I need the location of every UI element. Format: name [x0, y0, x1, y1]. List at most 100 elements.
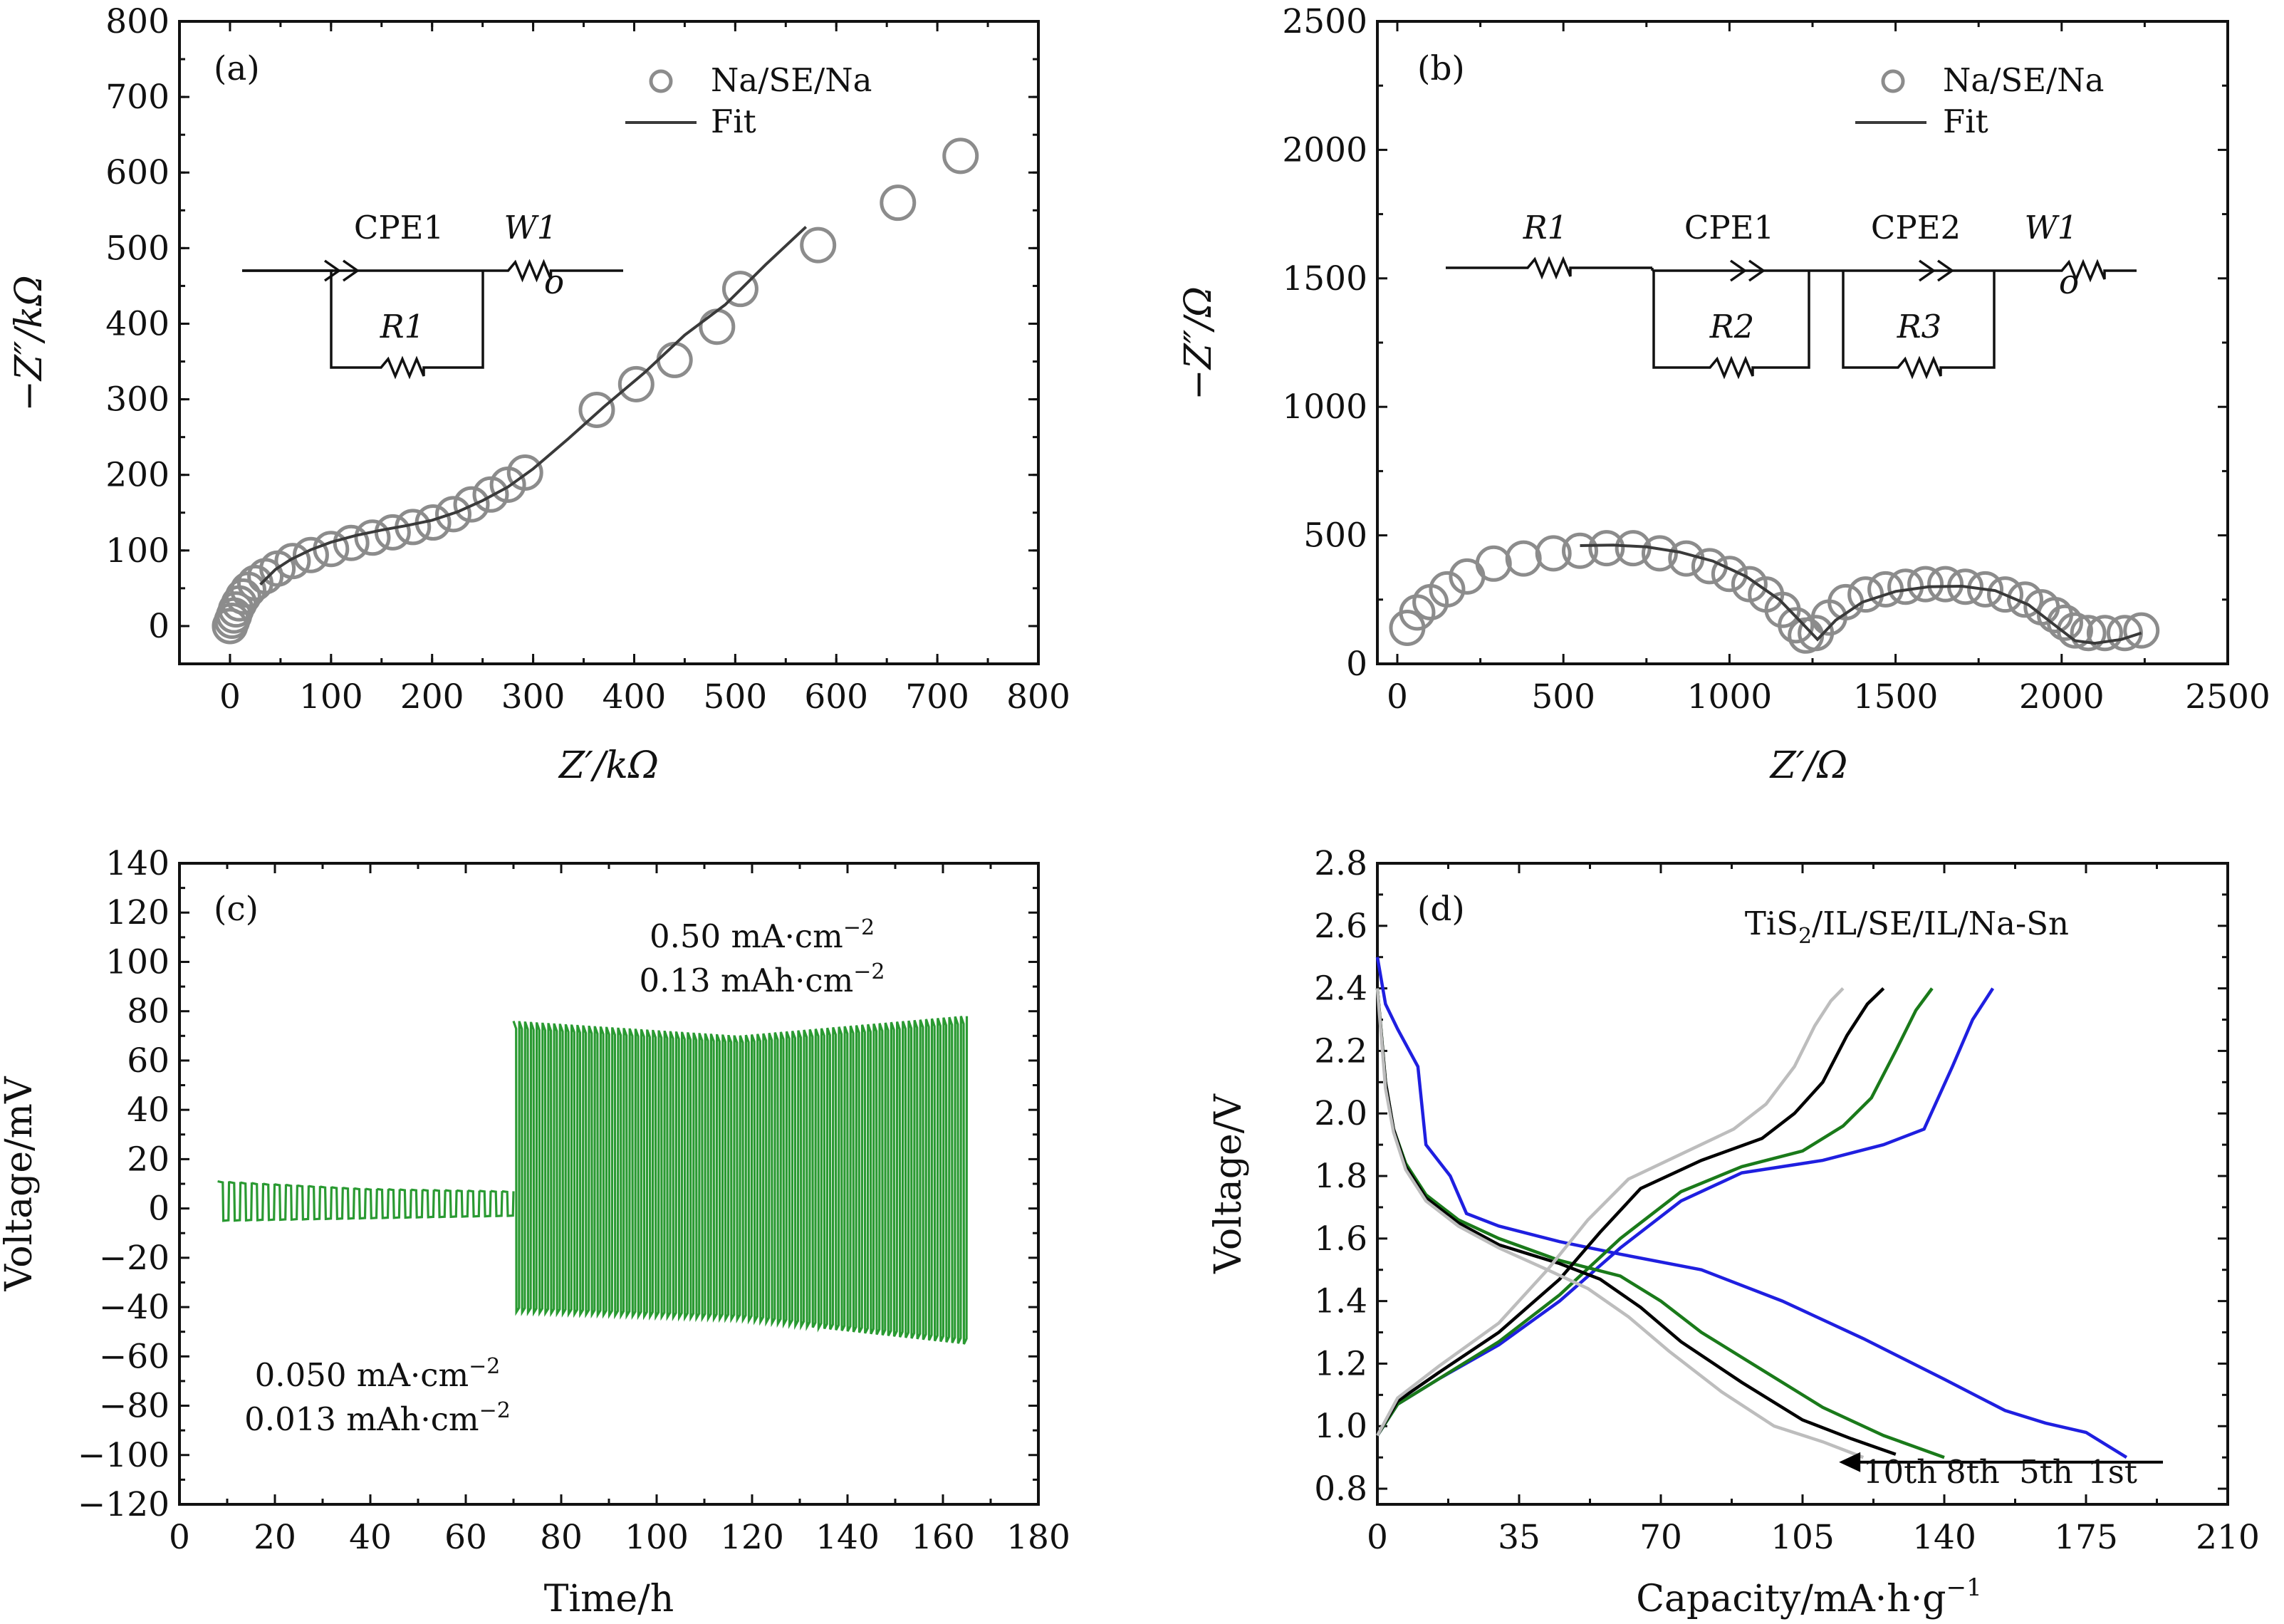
y-tick-label: 1.4 [1314, 1282, 1367, 1321]
x-tick-label: 160 [911, 1518, 975, 1557]
y-tick-label: 40 [127, 1091, 170, 1130]
charge-curve [1376, 987, 1885, 1437]
data-point [942, 137, 979, 175]
data-point [617, 365, 655, 402]
panel-label: (c) [214, 890, 259, 929]
panel-label: (d) [1417, 890, 1465, 929]
panel-a: 0 100 200 300 400 500 600 700 800 0 100 200 300 400 50… [8, 2, 1070, 787]
y-tick-label: 0 [148, 1190, 170, 1229]
y-tick-label: 100 [105, 942, 170, 982]
x-tick-label: 600 [804, 677, 868, 717]
x-tick-label: 0 [1367, 1518, 1388, 1557]
resistor-symbol [1880, 355, 1959, 380]
y-tick-label: −80 [99, 1387, 170, 1426]
cycle-label: 10th [1863, 1453, 1937, 1491]
y-tick-label: 20 [127, 1140, 170, 1179]
cell-label-sub: 2 [1798, 924, 1812, 949]
x-tick-label: 0 [169, 1518, 190, 1557]
cell-label-text: /IL/SE/IL/Na-Sn [1812, 905, 2069, 942]
y-tick-label: 1.8 [1314, 1157, 1367, 1196]
data-point [1967, 571, 2004, 608]
data-point [453, 486, 490, 523]
voltage-trace [217, 1180, 515, 1222]
y-tick-label: 0 [1346, 645, 1367, 684]
fit-line [259, 226, 808, 586]
annotation-high-capacity: 0.13 mAh·cm−2 [639, 959, 885, 999]
resistor-symbol [1446, 256, 1652, 280]
x-tick-label: 0 [1387, 677, 1408, 717]
y-tick-label: 2.6 [1314, 907, 1367, 946]
annotation-low-capacity: 0.013 mAh·cm−2 [244, 1398, 511, 1438]
y-tick-label: 1.2 [1314, 1344, 1367, 1383]
panel-b: 0 500 1000 1500 2000 2500 0 500 1000 1500 2000 2500… [1177, 2, 2270, 787]
y-axis-label: Voltage/mV [0, 1076, 41, 1292]
y-tick-label: 60 [127, 1041, 170, 1081]
legend-marker [1881, 69, 1905, 93]
y-tick-label: 1000 [1282, 387, 1367, 427]
x-tick-label: 60 [444, 1518, 487, 1557]
resistor-symbol [363, 355, 442, 380]
cpe-chevron [1729, 259, 1748, 282]
y-tick-label: 300 [105, 380, 170, 420]
data-point [1562, 532, 1599, 569]
fit-line [1580, 543, 2142, 645]
data-point [333, 524, 370, 561]
legend-label: Fit [1943, 103, 1988, 140]
x-tick-label: 100 [299, 677, 363, 717]
x-tick-label: 400 [603, 677, 667, 717]
y-tick-label: −40 [99, 1288, 170, 1327]
legend-label: Na/SE/Na [1943, 61, 2104, 99]
x-tick-label: 300 [501, 677, 565, 717]
plot-frame [1376, 20, 2229, 665]
y-tick-label: −120 [78, 1485, 170, 1524]
y-tick-label: 2.8 [1314, 844, 1367, 883]
data-point [578, 391, 615, 428]
x-tick-label: 500 [703, 677, 767, 717]
circuit-subscript: o [544, 263, 564, 302]
y-tick-label: 2.0 [1314, 1094, 1367, 1133]
y-tick-label: 80 [127, 992, 170, 1031]
annotation-sup: −2 [469, 1354, 500, 1379]
y-tick-label: 0 [148, 607, 170, 646]
cycle-label: 5th [2019, 1453, 2073, 1491]
data-point [800, 227, 837, 264]
y-tick-label: 140 [105, 844, 170, 883]
data-point [1927, 566, 1964, 603]
x-axis-label: Z′/kΩ [558, 744, 659, 787]
y-axis-label: −Z″/Ω [1177, 286, 1220, 400]
x-tick-label: 700 [905, 677, 969, 717]
data-point [2086, 615, 2123, 652]
y-tick-label: 800 [105, 2, 170, 41]
data-point [1987, 576, 2024, 613]
y-tick-label: −60 [99, 1337, 170, 1376]
circuit-label: CPE2 [1871, 209, 1961, 246]
plot-frame [1376, 862, 2229, 1506]
data-point [699, 308, 736, 345]
y-tick-label: 200 [105, 456, 170, 495]
data-point [374, 514, 411, 551]
circuit-label: CPE1 [1684, 209, 1774, 246]
y-axis-label: Voltage/V [1207, 1093, 1250, 1274]
x-tick-label: 1000 [1687, 677, 1773, 717]
charge-curve [1376, 987, 1934, 1437]
legend-label: Na/SE/Na [711, 61, 872, 99]
y-tick-label: 700 [105, 78, 170, 117]
y-tick-label: 100 [105, 531, 170, 571]
y-tick-label: 500 [105, 229, 170, 268]
annotation-text: 0.050 mA·cm [255, 1356, 469, 1394]
x-axis-label-sup: −1 [1946, 1573, 1982, 1602]
cell-label: TiS2/IL/SE/IL/Na-Sn [1745, 905, 2069, 949]
data-point [1505, 540, 1542, 577]
x-tick-label: 800 [1006, 677, 1070, 717]
y-tick-label: 0.8 [1314, 1469, 1367, 1509]
voltage-trace [512, 1016, 969, 1345]
data-point [1778, 607, 1815, 644]
x-tick-label: 20 [254, 1518, 296, 1557]
data-point [1641, 535, 1678, 572]
data-point [1399, 594, 1436, 631]
annotation-sup: −2 [843, 915, 875, 940]
x-tick-label: 0 [219, 677, 241, 717]
y-tick-label: 2.2 [1314, 1031, 1367, 1071]
x-axis-label: Time/h [544, 1578, 674, 1620]
